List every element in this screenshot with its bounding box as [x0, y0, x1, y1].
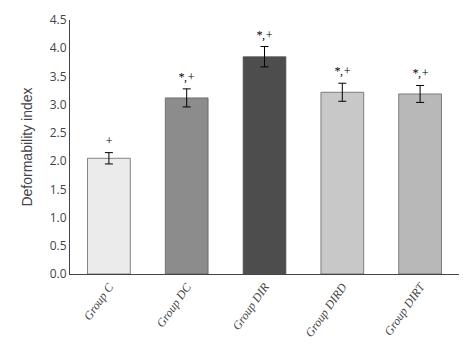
svg-text:Group DIRD: Group DIRD [302, 280, 350, 340]
svg-text:Group DIRT: Group DIRT [381, 279, 428, 338]
svg-text:*,+: *,+ [412, 66, 429, 80]
svg-text:*,+: *,+ [256, 28, 273, 42]
svg-text:2.0: 2.0 [50, 152, 67, 169]
svg-text:Deformability index: Deformability index [19, 87, 35, 206]
svg-text:Group C: Group C [81, 280, 117, 323]
svg-text:Group DC: Group DC [154, 280, 195, 330]
svg-text:*,+: *,+ [334, 64, 351, 78]
svg-text:1.0: 1.0 [50, 209, 67, 226]
svg-text:3.5: 3.5 [50, 68, 67, 85]
svg-text:4.0: 4.0 [50, 39, 67, 56]
svg-text:*,+: *,+ [178, 70, 195, 84]
svg-text:1.5: 1.5 [50, 181, 67, 198]
svg-text:Group DIR: Group DIR [229, 280, 272, 333]
svg-text:+: + [105, 134, 113, 148]
svg-text:0.5: 0.5 [50, 237, 67, 254]
svg-text:4.5: 4.5 [50, 11, 67, 28]
svg-text:3.0: 3.0 [50, 96, 67, 113]
svg-text:2.5: 2.5 [50, 124, 67, 141]
svg-text:0.0: 0.0 [50, 265, 67, 282]
